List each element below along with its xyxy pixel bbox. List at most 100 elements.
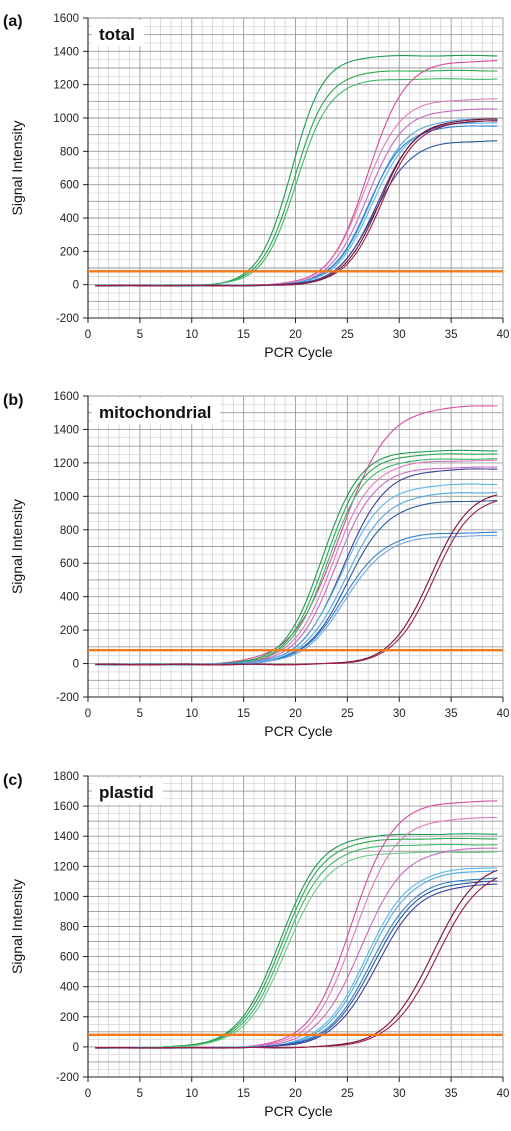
series-line <box>95 870 498 1049</box>
y-tick-label: -200 <box>56 313 79 325</box>
series-line <box>95 500 498 666</box>
x-tick-label: 40 <box>497 1088 510 1100</box>
y-tick-label: 600 <box>60 558 79 570</box>
y-tick-label: 800 <box>60 525 79 537</box>
x-tick-label: 25 <box>341 708 354 720</box>
series-line <box>95 140 498 287</box>
series-line <box>95 869 498 1049</box>
panel-label-group: mitochondrial <box>92 398 220 424</box>
y-tick-label: 800 <box>60 922 79 934</box>
panel-label: plastid <box>99 783 154 802</box>
chart-panel-3: -200 0 200 400 600 800 1000 1200 1400 1600 1800 0 5 1… <box>3 771 509 1119</box>
y-tick-label: 1000 <box>53 891 79 903</box>
x-tick-label: 5 <box>137 1088 143 1100</box>
x-tick-label: 10 <box>185 1088 198 1100</box>
series-line <box>95 122 498 287</box>
x-tick-label: 40 <box>497 329 510 341</box>
chart-panel-2: -200 0 200 400 600 800 1000 1200 1400 1600 0 5 10 15 2… <box>3 391 509 739</box>
panel-label: total <box>99 25 135 44</box>
x-tick-label: 25 <box>341 329 354 341</box>
y-tick-label: 1000 <box>53 491 79 503</box>
x-tick-label: 0 <box>85 1088 91 1100</box>
y-tick-label: 200 <box>60 246 79 258</box>
y-tick-label: 1600 <box>53 391 79 403</box>
y-tick-label: 800 <box>60 146 79 158</box>
y-axis-title: Signal Intensity <box>9 499 25 594</box>
y-tick-label: 400 <box>60 982 79 994</box>
x-axis-title: PCR Cycle <box>264 344 333 360</box>
y-tick-label: 1400 <box>53 831 79 843</box>
series-line <box>95 118 498 287</box>
panel-letter: (b) <box>3 392 23 409</box>
y-tick-label: -200 <box>56 692 79 704</box>
panel-label-group: total <box>92 20 144 46</box>
x-tick-label: 30 <box>393 1088 406 1100</box>
panel-letter: (a) <box>3 13 23 30</box>
y-tick-label: 1600 <box>53 13 79 25</box>
series-line <box>95 847 498 1049</box>
grid <box>87 395 504 698</box>
series-group <box>95 800 498 1049</box>
series-line <box>95 468 498 666</box>
y-tick-label: 200 <box>60 1012 79 1024</box>
x-tick-label: 30 <box>393 708 406 720</box>
x-tick-label: 0 <box>85 329 91 341</box>
panel-label: mitochondrial <box>99 403 211 422</box>
x-tick-label: 35 <box>445 1088 458 1100</box>
y-axis-title: Signal Intensity <box>9 121 25 216</box>
y-tick-label: 1400 <box>53 46 79 58</box>
y-tick-label: 1800 <box>53 771 79 783</box>
panel-label-background <box>92 778 163 804</box>
x-tick-label: 5 <box>137 708 143 720</box>
grid <box>87 775 504 1078</box>
x-tick-label: 20 <box>289 1088 302 1100</box>
y-tick-label: 0 <box>73 1042 79 1054</box>
series-line <box>95 877 498 1049</box>
series-group <box>95 54 498 287</box>
y-tick-label: 0 <box>73 280 79 292</box>
y-tick-label: 0 <box>73 659 79 671</box>
x-tick-label: 20 <box>289 329 302 341</box>
series-line <box>95 877 498 1049</box>
panel-label-background <box>92 20 144 46</box>
y-tick-label: 1200 <box>53 458 79 470</box>
panel-label-background <box>92 398 220 424</box>
y-tick-label: 1200 <box>53 861 79 873</box>
x-tick-label: 10 <box>185 708 198 720</box>
y-tick-label: -200 <box>56 1072 79 1084</box>
x-tick-label: 10 <box>185 329 198 341</box>
y-tick-label: 400 <box>60 213 79 225</box>
y-tick-label: 1000 <box>53 113 79 125</box>
x-tick-label: 40 <box>497 708 510 720</box>
chart-panel-1: -200 0 200 400 600 800 1000 1200 1400 1600 0 5 10 15 2… <box>3 13 509 360</box>
x-tick-label: 0 <box>85 708 91 720</box>
x-tick-label: 30 <box>393 329 406 341</box>
y-axis-title: Signal Intensity <box>9 879 25 974</box>
series-line <box>95 125 498 287</box>
x-tick-label: 5 <box>137 329 143 341</box>
x-tick-label: 35 <box>445 708 458 720</box>
y-tick-label: 600 <box>60 180 79 192</box>
grid <box>87 17 504 319</box>
series-line <box>95 492 498 666</box>
x-tick-label: 25 <box>341 1088 354 1100</box>
x-axis-title: PCR Cycle <box>264 1103 333 1119</box>
y-tick-label: 600 <box>60 952 79 964</box>
x-tick-label: 15 <box>237 329 250 341</box>
y-tick-label: 1200 <box>53 80 79 92</box>
series-group <box>95 405 498 666</box>
series-line <box>95 800 498 1049</box>
x-axis-title: PCR Cycle <box>264 723 333 739</box>
series-line <box>95 843 498 1049</box>
x-tick-label: 35 <box>445 329 458 341</box>
series-line <box>95 120 498 287</box>
y-tick-label: 200 <box>60 625 79 637</box>
y-tick-label: 1600 <box>53 801 79 813</box>
series-line <box>95 531 498 666</box>
panel-label-group: plastid <box>92 778 163 804</box>
x-tick-label: 15 <box>237 1088 250 1100</box>
panel-letter: (c) <box>3 772 23 789</box>
x-tick-label: 15 <box>237 708 250 720</box>
series-line <box>95 118 498 287</box>
